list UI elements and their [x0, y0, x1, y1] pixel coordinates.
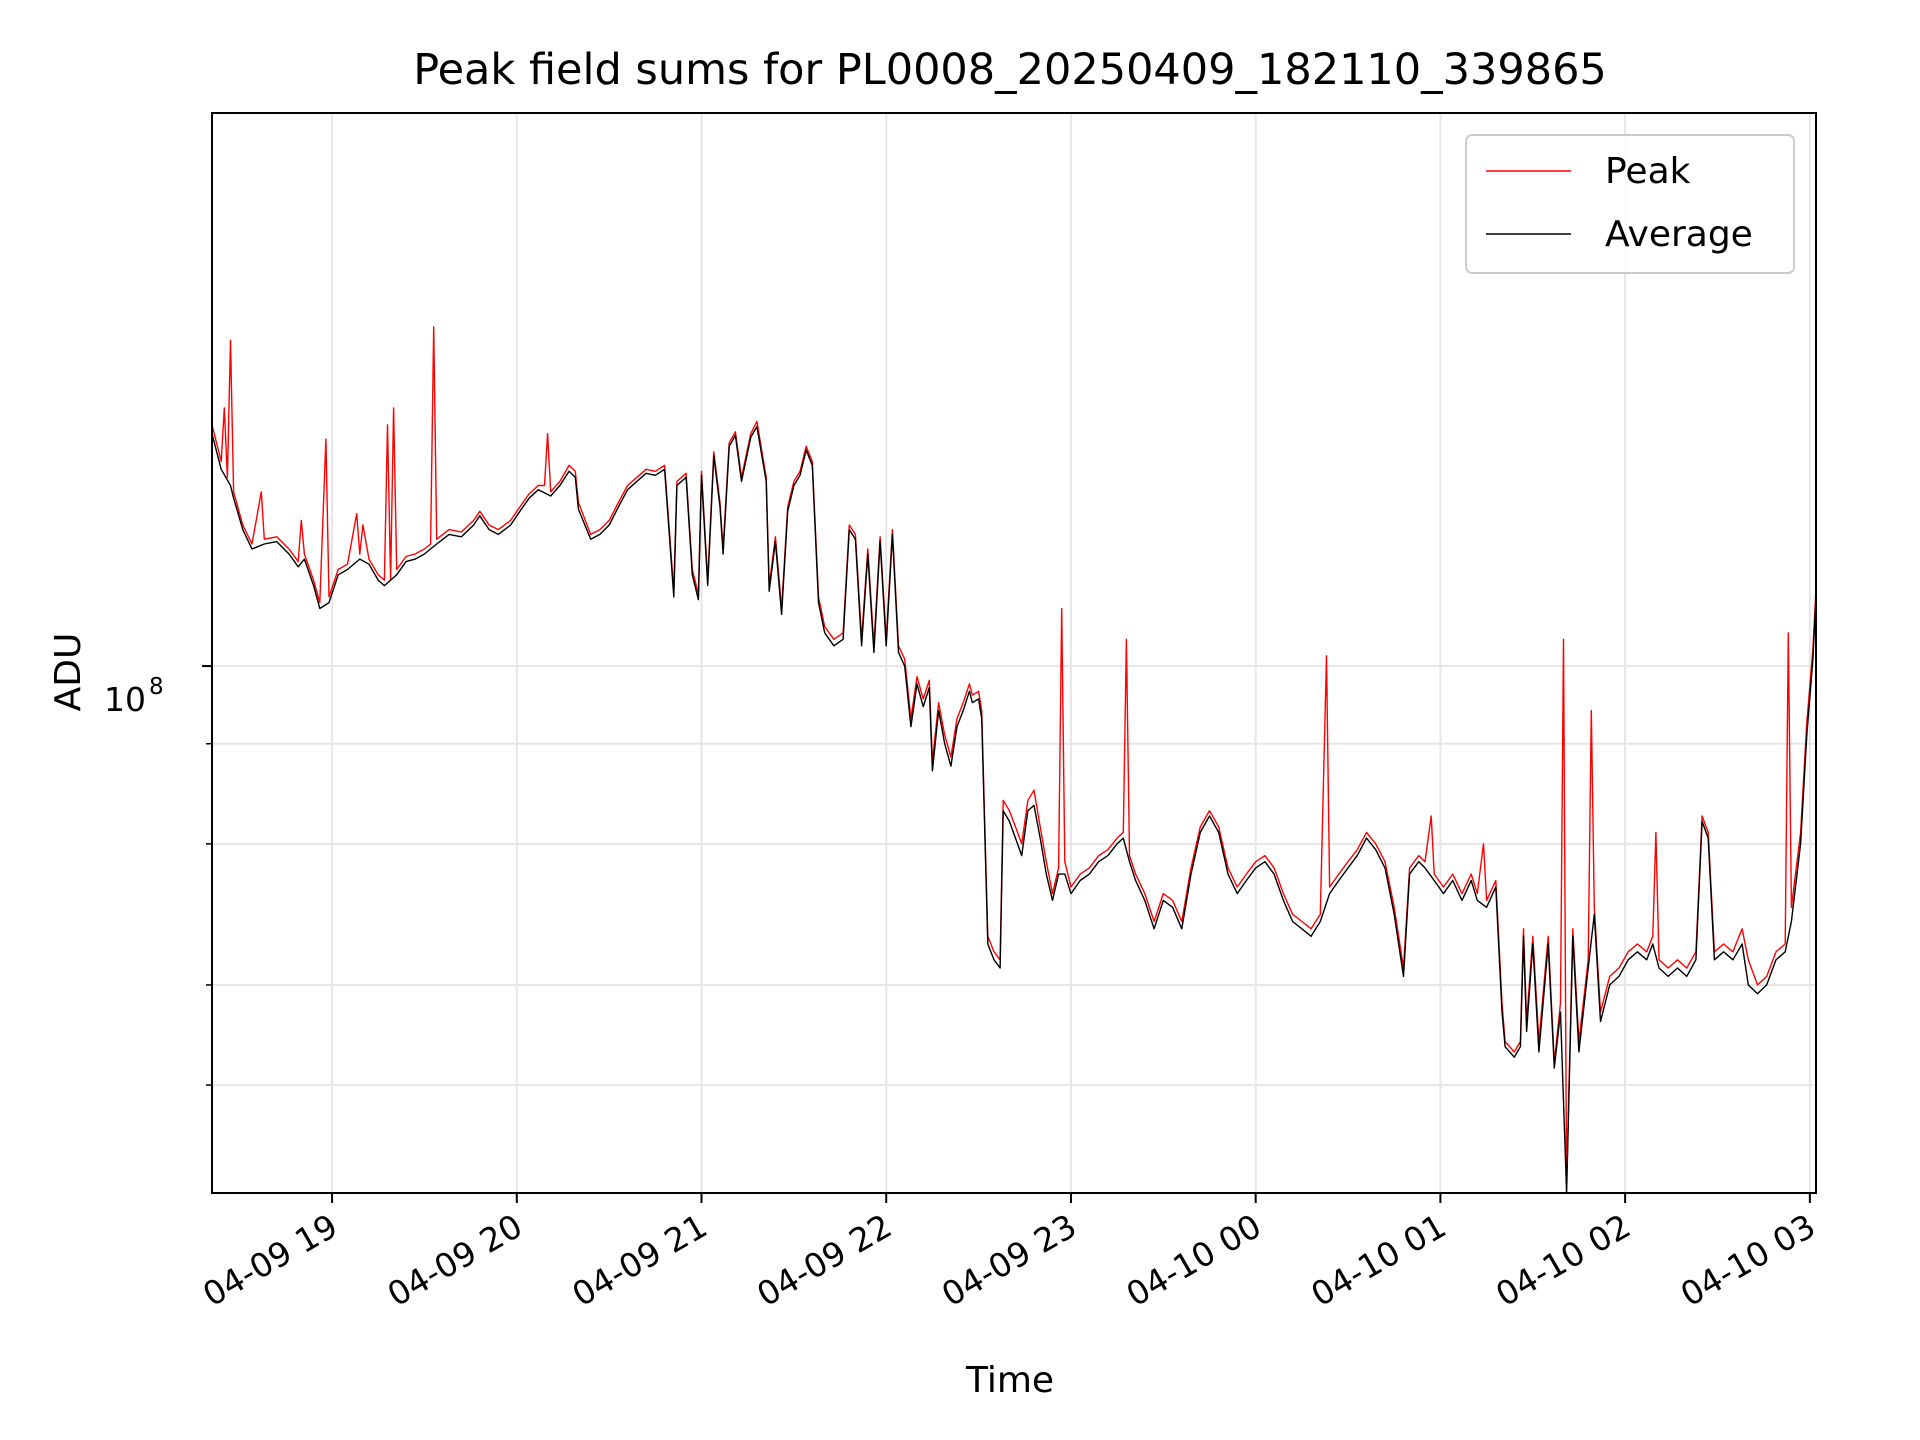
y-tick-base: 10 [104, 680, 146, 719]
legend: Peak Average [1465, 134, 1795, 274]
legend-label-peak: Peak [1605, 151, 1691, 192]
legend-box [1465, 134, 1795, 274]
chart-title: Peak field sums for PL0008_20250409_1821… [413, 45, 1607, 95]
y-tick-exponent: 8 [149, 674, 164, 700]
y-tick-label: 10 8 [104, 674, 164, 719]
y-axis-label: ADU [48, 633, 89, 712]
series-layer [211, 120, 1817, 1194]
x-axis-label: Time [965, 1360, 1054, 1401]
gridlines [212, 113, 1816, 1193]
legend-label-average: Average [1605, 214, 1753, 255]
plot-frame [211, 112, 1817, 1194]
series-line-average [211, 192, 1817, 1194]
